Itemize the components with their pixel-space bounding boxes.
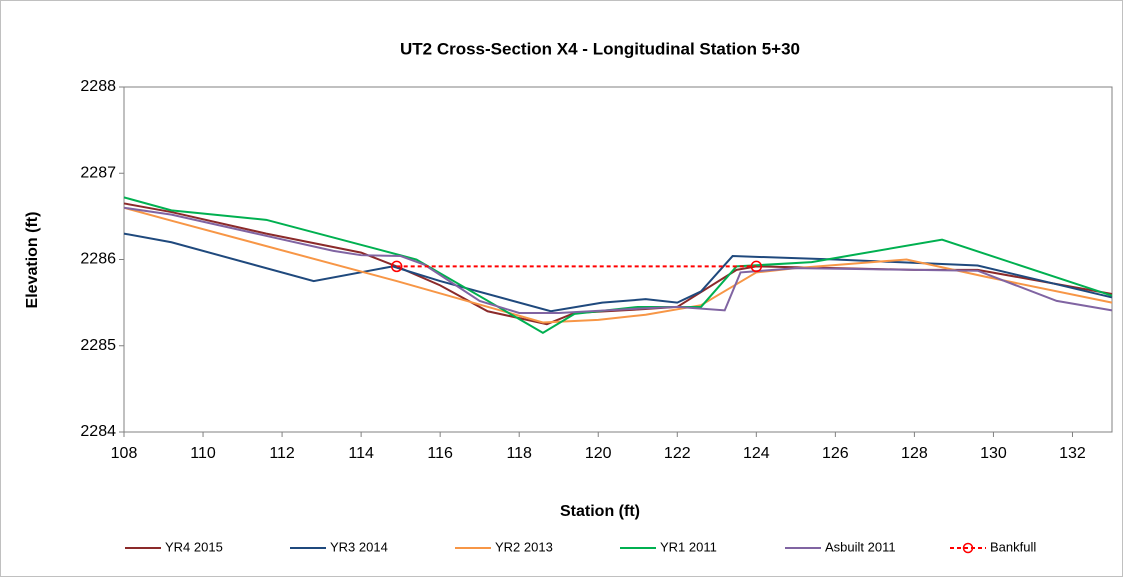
- x-tick-label: 118: [506, 445, 532, 462]
- x-tick-label: 116: [427, 445, 453, 462]
- y-tick-label: 2285: [80, 337, 116, 354]
- y-axis-label: Elevation (ft): [24, 212, 41, 309]
- x-tick-label: 130: [980, 445, 1007, 462]
- series-marker: [750, 260, 763, 273]
- legend-label: Bankfull: [990, 539, 1036, 554]
- series-line: [123, 206, 1113, 314]
- x-tick-label: 108: [111, 445, 138, 462]
- series-line: [123, 206, 1113, 324]
- y-tick-label: 2288: [80, 78, 116, 95]
- y-tick-label: 2287: [80, 164, 116, 181]
- chart-title: UT2 Cross-Section X4 - Longitudinal Stat…: [400, 39, 800, 58]
- legend-label: YR2 2013: [495, 539, 553, 554]
- x-tick-label: 124: [743, 445, 770, 462]
- y-tick-label: 2284: [80, 423, 116, 440]
- legend-label: YR1 2011: [660, 539, 717, 554]
- series-line: [123, 232, 1113, 313]
- legend-label: Asbuilt 2011: [825, 539, 896, 554]
- x-tick-label: 132: [1059, 445, 1086, 462]
- y-tick-label: 2286: [80, 251, 116, 268]
- series-marker: [390, 260, 403, 273]
- x-tick-label: 120: [585, 445, 612, 462]
- x-tick-label: 112: [269, 445, 295, 462]
- x-tick-label: 122: [664, 445, 691, 462]
- legend-label: YR4 2015: [165, 539, 223, 554]
- legend-label: YR3 2014: [330, 539, 388, 554]
- x-tick-label: 114: [348, 445, 374, 462]
- x-tick-label: 110: [190, 445, 216, 462]
- x-tick-label: 126: [822, 445, 849, 462]
- legend-marker: [962, 542, 974, 554]
- x-axis-label: Station (ft): [560, 503, 640, 520]
- x-tick-label: 128: [901, 445, 928, 462]
